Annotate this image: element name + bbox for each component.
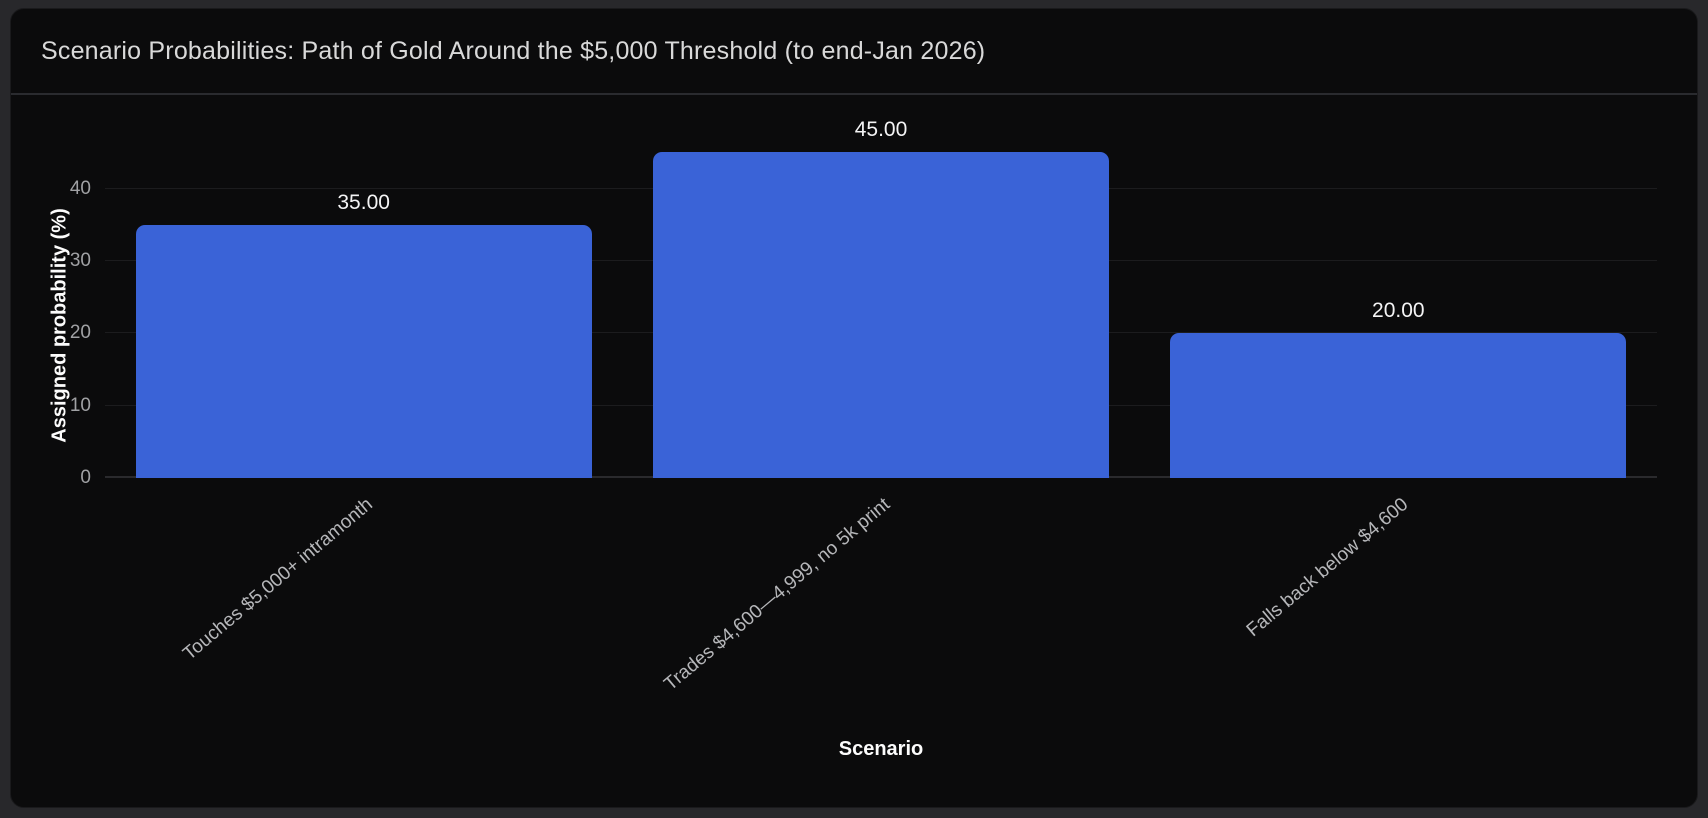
y-tick-label-10: 10	[69, 394, 91, 416]
plot-area: 35.00 45.00 20.00	[105, 118, 1657, 478]
x-category-label-2: Falls back below $4,600	[1242, 494, 1412, 642]
chart-title: Scenario Probabilities: Path of Gold Aro…	[41, 36, 986, 65]
bar-1	[653, 152, 1109, 478]
bar-2	[1170, 333, 1627, 478]
x-category-label-0: Touches $5,000+ intramonth	[179, 494, 378, 665]
x-axis-title: Scenario	[838, 738, 924, 760]
bar-value-label-1: 45.00	[854, 118, 908, 142]
y-tick-label-0: 0	[80, 467, 91, 488]
chart-header: Scenario Probabilities: Path of Gold Aro…	[11, 9, 1697, 95]
bar-0	[135, 224, 592, 478]
x-category-label-1: Trades $4,600—4,999, no 5k print	[660, 494, 895, 695]
bar-value-label-2: 20.00	[1372, 299, 1425, 323]
y-tick-label-30: 30	[69, 249, 91, 271]
y-tick-label-20: 20	[69, 322, 91, 344]
bar-value-label-0: 35.00	[337, 190, 390, 214]
y-tick-label-40: 40	[69, 177, 91, 199]
